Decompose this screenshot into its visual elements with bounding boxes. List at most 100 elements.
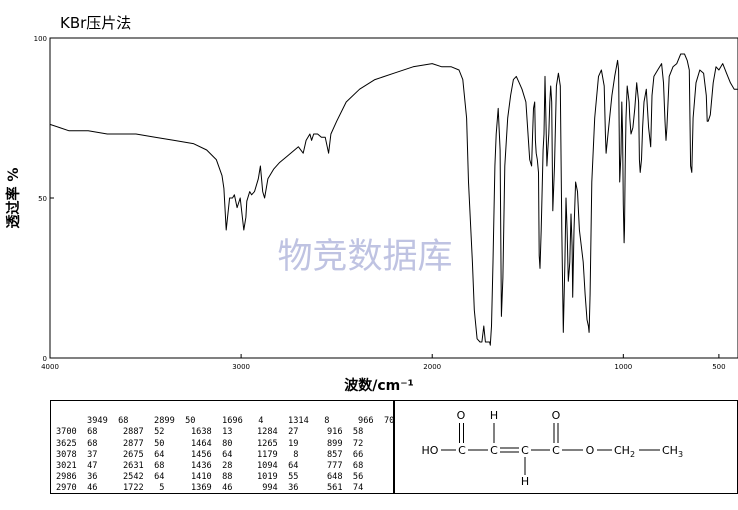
atom-methylene-symbol: CH — [614, 444, 630, 457]
peak-row: 1369 — [191, 483, 212, 494]
peak-row: 2877 — [123, 438, 144, 449]
peak-row: 50 — [154, 438, 165, 449]
peak-row: 47 — [87, 461, 98, 472]
peak-row: 2970 — [56, 483, 77, 494]
peak-row: 19 — [288, 438, 299, 449]
peak-row: 8 — [293, 449, 299, 460]
peak-row: 857 — [327, 449, 343, 460]
peak-row: 8 — [324, 416, 330, 427]
peak-row: 916 — [327, 427, 343, 438]
atom-carbon: C — [552, 444, 560, 457]
molecule-structure: O H O HO C C C C O CH2 CH3 H — [422, 409, 684, 488]
peak-row: 64 — [154, 472, 165, 483]
peak-column-2: 2899 50 2887 52 2877 50 2675 64 2631 68 … — [123, 405, 195, 495]
peak-row: 3078 — [56, 449, 77, 460]
atom-methyl: CH3 — [662, 444, 683, 459]
method-title: KBr压片法 — [60, 14, 131, 32]
atom-methylene: CH2 — [614, 444, 635, 459]
peak-row: 1284 — [257, 427, 278, 438]
peak-row: 37 — [87, 449, 98, 460]
x-tick-label: 1000 — [614, 363, 632, 371]
peak-row: 3949 — [87, 416, 108, 427]
peak-row: 2675 — [123, 449, 144, 460]
peak-row: 64 — [154, 449, 165, 460]
peak-row: 1638 — [191, 427, 212, 438]
atom-methylene-subscript: 2 — [630, 450, 635, 459]
peak-row: 56 — [352, 472, 364, 483]
plot-frame — [49, 37, 738, 359]
watermark: 物竞数据库 — [277, 237, 452, 277]
peak-row: 3700 — [56, 427, 77, 438]
atom-oxygen: O — [457, 409, 466, 422]
y-axis: 0 50 100 — [34, 35, 54, 363]
peak-row: 899 — [327, 438, 343, 449]
atom-oxygen: O — [552, 409, 561, 422]
peak-row: 1436 — [191, 461, 212, 472]
peak-column-3: 1696 4 1638 13 1464 80 1456 64 1436 28 1… — [191, 405, 263, 495]
peak-row: 2899 — [154, 416, 175, 427]
peak-row: 55 — [288, 472, 299, 483]
atom-carbon: C — [458, 444, 466, 457]
peak-row: 36 — [87, 472, 98, 483]
y-tick-label: 0 — [43, 355, 47, 363]
peak-row: 74 — [352, 483, 364, 494]
x-axis-label: 波数/cm⁻¹ — [344, 377, 414, 394]
peak-row: 1019 — [257, 472, 278, 483]
peak-column-5: 966 70 916 58 899 72 857 66 777 68 648 5… — [327, 405, 394, 495]
peak-row: 52 — [154, 427, 165, 438]
atom-hydroxyl: HO — [422, 444, 439, 457]
peak-row: 46 — [222, 483, 233, 494]
peak-row: 1722 — [123, 483, 144, 494]
peak-row: 68 — [87, 427, 98, 438]
peak-row: 64 — [222, 449, 233, 460]
series-layer — [49, 53, 738, 346]
peak-row: 66 — [352, 449, 364, 460]
y-tick-label: 100 — [34, 35, 47, 43]
peak-row: 1265 — [257, 438, 278, 449]
peak-row: 88 — [222, 472, 233, 483]
peak-row: 1179 — [257, 449, 278, 460]
atom-methyl-subscript: 3 — [678, 450, 683, 459]
y-tick-label: 50 — [38, 195, 47, 203]
structure-panel: O H O HO C C C C O CH2 CH3 H — [394, 400, 738, 494]
peak-row: 1464 — [191, 438, 212, 449]
x-tick-label: 4000 — [41, 363, 59, 371]
y-axis-label: 透过率 % — [5, 168, 22, 229]
peak-row: 68 — [87, 438, 98, 449]
atom-hydrogen: H — [521, 475, 529, 488]
peak-column-4: 1314 8 1284 27 1265 19 1179 8 1094 64 10… — [257, 405, 329, 495]
peak-row: 72 — [352, 438, 364, 449]
peak-row: 561 — [327, 483, 343, 494]
peak-row: 994 — [262, 483, 278, 494]
peak-row: 3021 — [56, 461, 77, 472]
spectrum-line — [49, 53, 738, 346]
peak-row: 966 — [358, 416, 374, 427]
peak-row: 3625 — [56, 438, 77, 449]
peak-row: 2631 — [123, 461, 144, 472]
atom-hydrogen: H — [490, 409, 498, 422]
peak-column-1: 3949 68 3700 68 3625 68 3078 37 3021 47 … — [56, 405, 128, 495]
peak-row: 1696 — [222, 416, 243, 427]
peak-row: 68 — [154, 461, 165, 472]
peak-row: 777 — [327, 461, 343, 472]
x-tick-label: 500 — [712, 363, 725, 371]
peak-row: 70 — [383, 416, 395, 427]
atom-oxygen: O — [586, 444, 595, 457]
atom-methyl-symbol: CH — [662, 444, 678, 457]
peak-row: 1314 — [288, 416, 309, 427]
peak-row: 648 — [327, 472, 343, 483]
peak-row: 1456 — [191, 449, 212, 460]
x-tick-label: 2000 — [423, 363, 441, 371]
peak-row: 13 — [222, 427, 233, 438]
peak-row: 68 — [118, 416, 129, 427]
atom-carbon: C — [521, 444, 529, 457]
peak-row: 50 — [185, 416, 196, 427]
peak-row: 2986 — [56, 472, 77, 483]
peak-row: 1410 — [191, 472, 212, 483]
atom-carbon: C — [490, 444, 498, 457]
peak-row: 1094 — [257, 461, 278, 472]
peak-row: 27 — [288, 427, 299, 438]
peak-table: 3949 68 3700 68 3625 68 3078 37 3021 47 … — [50, 400, 394, 494]
